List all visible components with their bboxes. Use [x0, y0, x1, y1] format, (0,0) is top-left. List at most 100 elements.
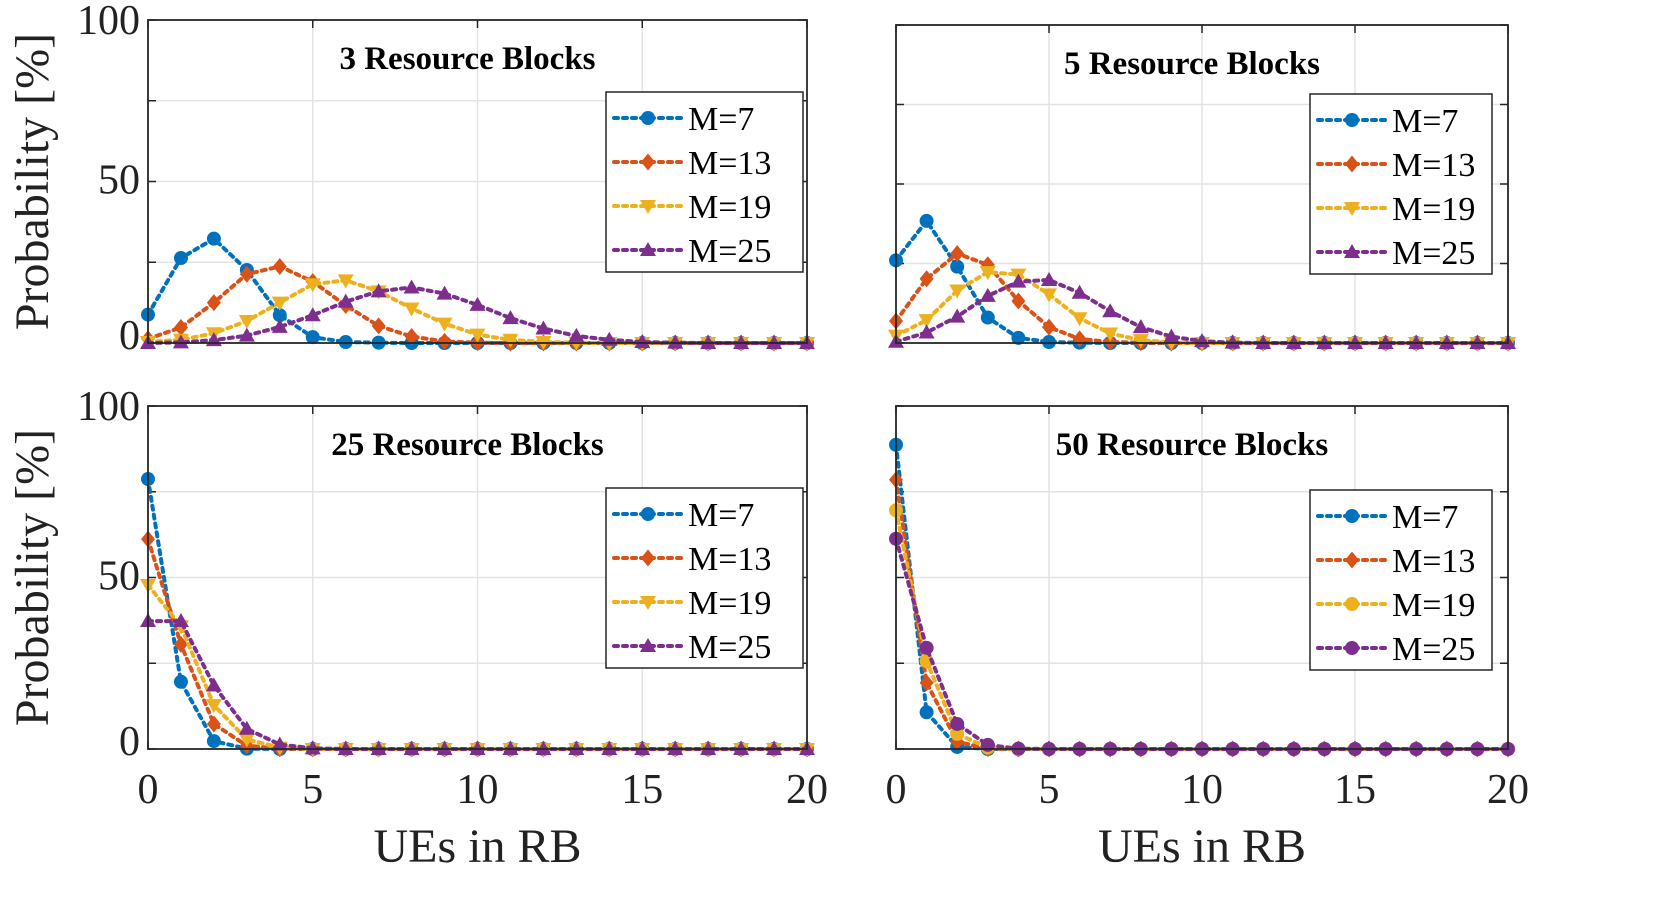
data-point	[918, 314, 935, 329]
data-point	[950, 259, 965, 274]
data-point	[337, 741, 354, 755]
data-point	[766, 741, 783, 755]
data-point	[1347, 335, 1363, 349]
data-point	[239, 265, 254, 283]
x-tick-label: 20	[1487, 767, 1529, 813]
data-point	[436, 285, 453, 300]
legend-marker	[641, 111, 655, 125]
legend-item: M=19	[1316, 587, 1475, 624]
data-point	[1102, 327, 1119, 342]
legend-label: M=13	[1392, 147, 1475, 184]
data-point	[370, 741, 387, 755]
data-point	[1132, 334, 1149, 349]
axes-box	[147, 19, 808, 344]
legend-item: M=25	[1316, 235, 1475, 272]
data-point	[733, 741, 750, 755]
legend-label: M=7	[1392, 103, 1458, 140]
data-point	[238, 720, 255, 735]
legend-item: M=25	[1316, 631, 1475, 668]
data-point	[271, 736, 288, 751]
panel-title: 5 Resource Blocks	[1064, 46, 1320, 82]
data-point	[919, 654, 934, 669]
data-point	[469, 328, 486, 343]
x-tick-label: 15	[621, 767, 663, 813]
legend-label: M=25	[688, 233, 771, 270]
legend: M=7 M=13 M=19 M=25	[1309, 93, 1493, 275]
data-point	[403, 279, 420, 294]
data-point	[271, 296, 288, 311]
data-point	[502, 310, 519, 325]
data-point	[238, 327, 255, 342]
legend-box	[605, 487, 804, 669]
legend-marker	[640, 200, 656, 214]
x-tick-label: 5	[302, 767, 323, 813]
data-point	[950, 726, 965, 741]
legend-marker	[641, 507, 655, 521]
y-tick-label: 0	[119, 313, 140, 359]
data-point	[469, 296, 486, 311]
legend-marker	[1345, 155, 1359, 173]
data-point	[949, 308, 966, 323]
legend-marker	[641, 549, 655, 567]
data-point	[304, 278, 321, 293]
series-m-25	[140, 279, 815, 349]
legend-item: M=13	[1316, 543, 1475, 580]
x-tick-label: 10	[1181, 767, 1223, 813]
legend-marker	[1345, 509, 1359, 523]
y-tick-label: 50	[98, 554, 140, 600]
data-point	[1316, 335, 1333, 349]
data-point	[271, 318, 288, 333]
x-tick-label: 10	[457, 767, 499, 813]
data-point	[1041, 272, 1057, 287]
legend-label: M=19	[1392, 191, 1475, 228]
legend-label: M=19	[688, 189, 771, 226]
data-point	[1011, 292, 1026, 310]
legend-item: M=13	[612, 145, 771, 182]
data-point	[404, 328, 419, 346]
data-point	[338, 335, 353, 350]
legend-label: M=13	[688, 541, 771, 578]
data-point	[469, 741, 486, 755]
data-point	[1224, 334, 1241, 349]
data-point	[918, 324, 935, 339]
legend-item: M=19	[612, 585, 771, 622]
y-axis-label: Probability [%]	[6, 429, 59, 726]
data-point	[436, 317, 453, 332]
legend-marker	[640, 242, 656, 256]
data-point	[1042, 335, 1056, 350]
data-point	[919, 640, 934, 655]
x-tick-label: 5	[1039, 767, 1060, 813]
data-point	[1010, 273, 1027, 288]
legend-label: M=25	[688, 629, 771, 666]
subplot-1: 3 Resource Blocks 0 50 100 Probability [%] M=…	[6, 0, 815, 359]
legend-marker	[1345, 551, 1359, 569]
legend-item: M=13	[1316, 147, 1475, 184]
x-axis-label: UEs in RB	[1098, 820, 1306, 873]
data-point	[205, 699, 222, 714]
legend-label: M=7	[688, 101, 754, 138]
data-point	[436, 741, 453, 755]
legend-label: M=19	[688, 585, 771, 622]
data-point	[1377, 335, 1394, 349]
data-point	[667, 334, 684, 349]
data-point	[979, 287, 996, 302]
data-point	[667, 741, 684, 755]
data-point	[766, 335, 783, 349]
legend-item: M=7	[1316, 499, 1458, 536]
data-point	[949, 284, 966, 299]
legend-item: M=25	[612, 233, 771, 270]
data-point	[1071, 284, 1088, 299]
data-point	[371, 317, 386, 335]
x-tick-label: 20	[786, 767, 828, 813]
data-point	[535, 741, 552, 755]
legend-item: M=7	[612, 497, 754, 534]
data-point	[272, 257, 287, 275]
data-point	[206, 715, 221, 733]
data-point	[1408, 335, 1425, 349]
axes-box	[895, 24, 1509, 344]
legend-marker	[640, 638, 656, 652]
data-point	[1041, 288, 1057, 303]
data-point	[568, 327, 585, 342]
